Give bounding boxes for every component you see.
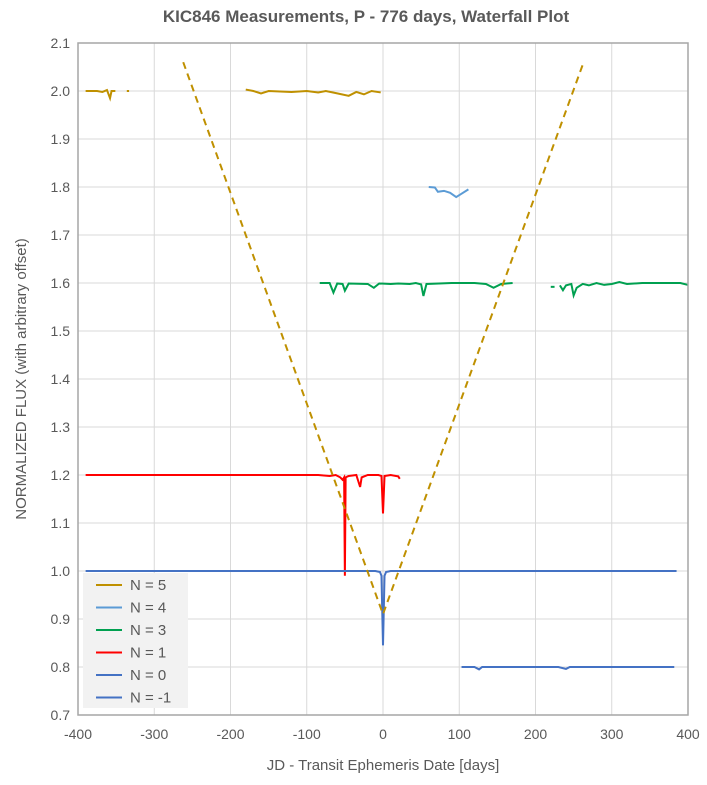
legend-label: N = 1	[130, 645, 166, 662]
series-line-n5	[85, 88, 116, 102]
x-tick-label: -400	[64, 726, 92, 742]
x-tick-label: 0	[379, 726, 387, 742]
series-line-n1	[85, 473, 401, 576]
series-line-n3	[559, 281, 689, 299]
legend-label: N = 4	[130, 600, 166, 617]
legend-label: N = 0	[130, 667, 166, 684]
legend-box	[83, 573, 188, 708]
x-tick-label: 100	[448, 726, 472, 742]
y-tick-label: 1.3	[51, 419, 71, 435]
y-tick-label: 1.6	[51, 275, 71, 291]
legend-label: N = 3	[130, 622, 166, 639]
y-tick-label: 1.4	[51, 371, 71, 387]
x-tick-label: 300	[600, 726, 624, 742]
y-tick-label: 2.1	[51, 35, 71, 51]
series-line-n-1	[461, 666, 675, 671]
y-tick-label: 1.0	[51, 563, 71, 579]
y-tick-label: 1.8	[51, 179, 71, 195]
x-axis-label: JD - Transit Ephemeris Date [days]	[267, 757, 500, 774]
legend: N = 5 N = 4 N = 3 N = 1 N = 0 N = -1	[83, 573, 188, 708]
series-line-n4	[428, 186, 469, 199]
y-tick-label: 1.7	[51, 227, 71, 243]
series-line-n3	[319, 281, 513, 297]
plot-border	[77, 42, 689, 716]
x-tick-label: -100	[293, 726, 321, 742]
x-tick-label: 400	[676, 726, 700, 742]
legend-label: N = 5	[130, 577, 166, 594]
chart-title: KIC846 Measurements, P - 776 days, Water…	[163, 7, 570, 26]
y-tick-label: 0.7	[51, 707, 71, 723]
x-tick-label: 200	[524, 726, 548, 742]
series-line-n0	[85, 570, 677, 646]
y-tick-label: 1.2	[51, 467, 71, 483]
y-axis-label: NORMALIZED FLUX (with arbitrary offset)	[13, 238, 30, 519]
transit-envelope-line	[182, 61, 584, 618]
y-tick-label: 0.9	[51, 611, 71, 627]
y-tick-label: 1.1	[51, 515, 71, 531]
series-line-n5	[245, 88, 381, 97]
y-tick-label: 0.8	[51, 659, 71, 675]
y-tick-label: 1.9	[51, 131, 71, 147]
y-tick-label: 1.5	[51, 323, 71, 339]
legend-label: N = -1	[130, 690, 171, 707]
x-tick-label: -200	[216, 726, 244, 742]
x-tick-label: -300	[140, 726, 168, 742]
y-tick-label: 2.0	[51, 83, 71, 99]
